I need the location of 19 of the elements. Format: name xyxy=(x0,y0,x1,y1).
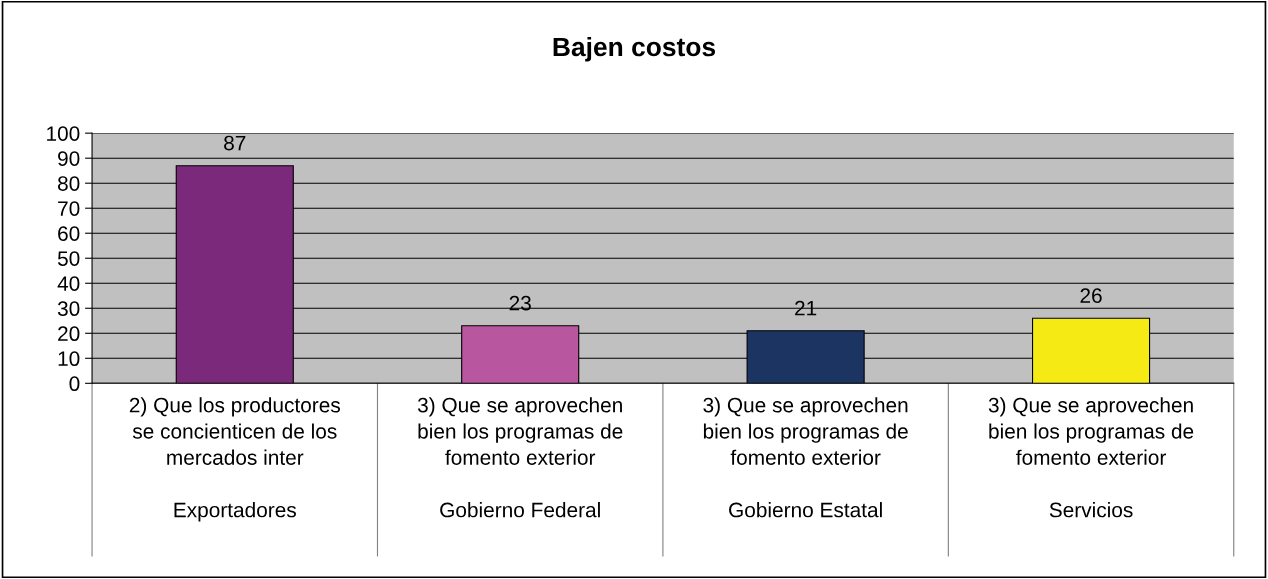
y-tick-label: 30 xyxy=(57,301,80,317)
y-tick-label: 90 xyxy=(58,151,80,166)
y-tick-label: 20 xyxy=(58,326,80,342)
category-label: 3) Que se aprovechen bien los programas de fomento exterior Servicios xyxy=(988,397,1194,518)
category-label: 3) Que se aprovechen bien los programas de fomento exterior Gobierno Estatal xyxy=(703,397,908,518)
y-tick-label: 0 xyxy=(69,376,80,392)
data-label: 23 xyxy=(509,295,531,311)
y-tick-label: 50 xyxy=(57,251,80,266)
category-label: 2) Que los productores se concienticen de los mercados inter Exportadores xyxy=(129,397,340,522)
chart-title: Bajen costos xyxy=(553,36,716,62)
y-tick-label: 60 xyxy=(58,226,80,241)
category-label: 3) Que se aprovechen bien los programas de fomento exterior Gobierno Federal xyxy=(417,397,623,518)
data-label: 26 xyxy=(1080,288,1102,304)
y-tick-label: 100 xyxy=(47,126,80,141)
data-label: 87 xyxy=(224,135,246,151)
y-tick-label: 40 xyxy=(57,276,80,291)
y-tick-label: 70 xyxy=(58,201,80,216)
y-tick-label: 10 xyxy=(58,351,80,367)
y-tick-label: 80 xyxy=(57,176,80,191)
